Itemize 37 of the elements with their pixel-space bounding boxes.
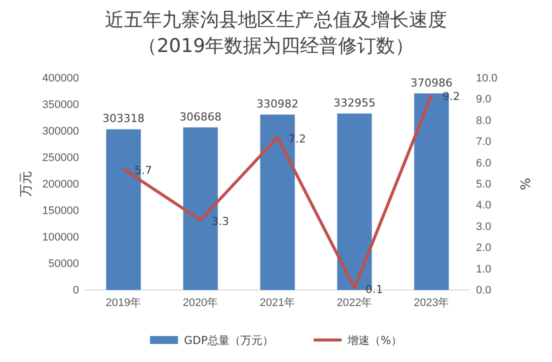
y-tick-label: 250000 [42,152,79,164]
x-tick-label: 2020年 [182,296,218,309]
y-tick-label: 300000 [42,126,79,138]
data-label: 330982 [256,98,298,111]
legend-label: 增速（%） [346,334,402,347]
chart-subtitle: （2019年数据为四经普修订数） [138,35,414,57]
y2-tick-label: 0.0 [476,284,492,297]
y-tick-label: 150000 [42,205,79,218]
x-tick-label: 2023年 [414,296,450,309]
data-label: 370986 [410,76,452,90]
y-axis-title: 万元 [19,171,34,197]
y2-tick-label: 3.0 [476,220,492,233]
y-tick-label: 350000 [42,99,79,112]
y-tick-label: 400000 [42,72,79,85]
data-label: 332955 [334,96,376,110]
chart-title: 近五年九寨沟县地区生产总值及增长速度 [105,9,447,31]
y-tick-label: 50000 [48,258,79,270]
y2-tick-label: 10.0 [476,72,498,85]
data-label: 303318 [102,112,144,126]
y2-axis-title: % [519,178,534,190]
y-tick-label: 100000 [42,232,79,244]
y-tick-label: 0 [72,284,79,297]
data-label: 0.1 [366,282,383,296]
x-tick-label: 2022年 [336,296,372,309]
y-tick-label: 200000 [42,178,79,191]
y2-tick-label: 2.0 [476,242,492,254]
y2-tick-label: 1.0 [476,263,492,276]
legend-label: GDP总量（万元） [184,334,274,347]
y2-tick-label: 5.0 [476,178,492,191]
data-label: 306868 [180,110,222,124]
y2-tick-label: 6.0 [476,157,492,170]
y2-tick-label: 7.0 [476,136,492,148]
y2-tick-label: 4.0 [476,200,492,212]
x-tick-label: 2019年 [106,296,142,309]
y2-tick-label: 8.0 [476,114,492,127]
y2-tick-label: 9.0 [476,94,492,106]
x-tick-label: 2021年 [260,296,296,309]
